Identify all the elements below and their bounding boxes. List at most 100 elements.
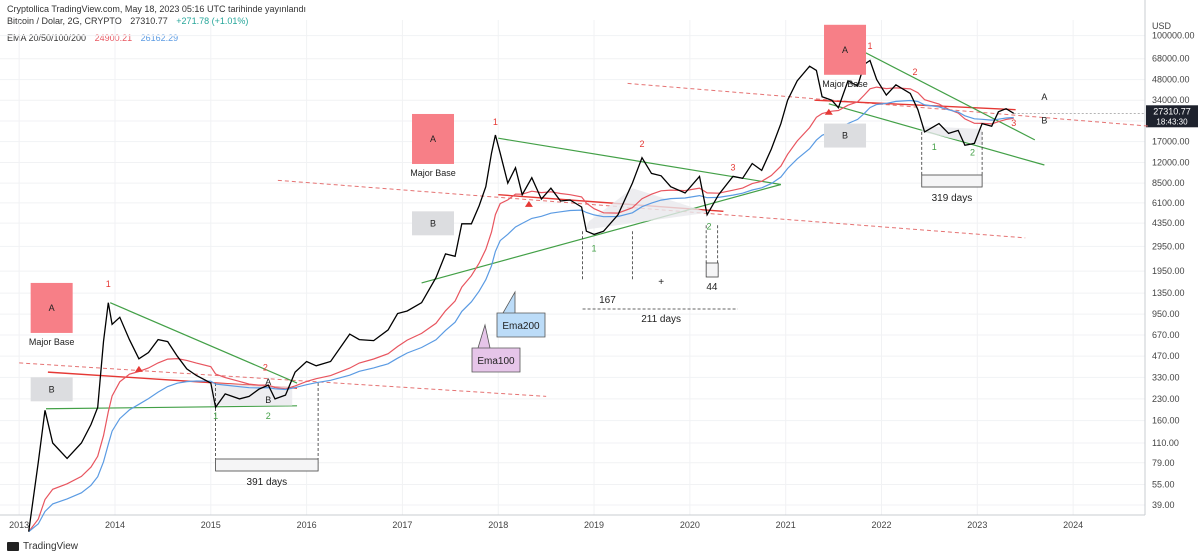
x-tick-label: 2016: [297, 520, 317, 530]
box-a: [412, 113, 455, 164]
right-label: B: [1041, 116, 1047, 126]
box-b: [30, 377, 73, 402]
bracket-391-box: [215, 458, 319, 472]
bottom-label: 2: [970, 147, 975, 157]
red-triangle-icon: [824, 108, 833, 115]
y-tick-label: 6100.00: [1152, 198, 1185, 208]
box-b: [824, 123, 867, 148]
plus-marker: +: [658, 277, 664, 288]
box-a-label: A: [430, 134, 436, 144]
dashed-trend-3: [627, 82, 1150, 127]
bracket-44-label: 44: [706, 282, 718, 293]
top-label: 1: [493, 117, 498, 127]
major-base-label: Major Base: [410, 168, 456, 178]
box-b-label: B: [430, 218, 436, 228]
y-tick-label: 1350.00: [1152, 288, 1185, 298]
x-tick-label: 2024: [1063, 520, 1083, 530]
ema100-callout-label: Ema100: [477, 356, 515, 367]
x-tick-label: 2021: [776, 520, 796, 530]
y-tick-label: 110.00: [1152, 438, 1179, 448]
bracket-167-label: 167: [599, 295, 616, 306]
x-tick-label: 2013: [9, 520, 29, 530]
price-change: +271.78 (+1.01%): [176, 16, 249, 26]
bracket-319-label: 319 days: [932, 193, 973, 204]
box-a: [30, 282, 73, 333]
tradingview-logo-icon: [7, 542, 19, 551]
x-tick-label: 2023: [967, 520, 987, 530]
drawings: [19, 38, 1150, 459]
bottom-label: 1: [213, 411, 218, 421]
y-tick-label: 470.00: [1152, 351, 1180, 361]
grid: [0, 20, 1145, 515]
ema100-value: 24900.21: [94, 33, 133, 43]
y-tick-label: 79.00: [1152, 458, 1175, 468]
ema200-value: 26162.29: [140, 33, 179, 43]
x-tick-label: 2018: [488, 520, 508, 530]
x-tick-label: 2019: [584, 520, 604, 530]
right-label: A: [1041, 92, 1047, 102]
publisher-line: Cryptollica TradingView.com, May 18, 202…: [7, 4, 306, 14]
y-tick-label: 670.00: [1152, 330, 1180, 340]
y-tick-label: 100000.00: [1152, 31, 1195, 41]
x-tick-label: 2015: [201, 520, 221, 530]
y-tick-label: 950.00: [1152, 309, 1180, 319]
top-label: 3: [1011, 118, 1016, 128]
brand-name: TradingView: [23, 541, 79, 552]
x-tick-label: 2020: [680, 520, 700, 530]
x-tick-label: 2017: [392, 520, 412, 530]
current-time-label: 18:43:30: [1156, 117, 1188, 126]
symbol-name: Bitcoin / Dolar, 2G, CRYPTO: [7, 16, 122, 26]
y-tick-label: 8500.00: [1152, 178, 1185, 188]
current-price-badge: [1146, 105, 1198, 128]
tradingview-watermark: TradingView: [7, 541, 78, 552]
box-b-label: B: [842, 131, 848, 141]
top-label: 2: [263, 362, 268, 372]
bottom-label: 1: [932, 142, 937, 152]
bracket-391-label: 391 days: [247, 477, 288, 488]
y-tick-label: 12000.00: [1152, 157, 1190, 167]
triangle-3-upper: [838, 38, 1036, 141]
red-triangle-icon: [524, 200, 533, 207]
top-label: 1: [868, 41, 873, 51]
bottom-label: 2: [266, 411, 271, 421]
y-tick-label: 48000.00: [1152, 75, 1190, 85]
shaded-region-2: [584, 188, 709, 230]
right-label: A: [265, 377, 271, 387]
shaded-region-3: [921, 126, 983, 146]
bracket-44-box: [705, 262, 719, 278]
price-axis-panel: [1145, 0, 1200, 556]
ema-line: EMA 20/50/100/200 24900.21 26162.29: [7, 33, 178, 43]
x-tick-label: 2014: [105, 520, 125, 530]
y-tick-label: 330.00: [1152, 372, 1180, 382]
triangle-1-lower: [45, 405, 298, 410]
ema200-callout-label: Ema200: [502, 321, 540, 332]
top-label: 3: [730, 162, 735, 172]
current-price-label: 27310.77: [1153, 106, 1191, 116]
ema-label: EMA 20/50/100/200: [7, 33, 87, 43]
box-a-label: A: [842, 45, 848, 55]
y-tick-label: 17000.00: [1152, 137, 1190, 147]
x-tick-label: 2022: [871, 520, 891, 530]
bottom-label: 1: [592, 244, 597, 254]
last-price: 27310.77: [130, 16, 168, 26]
y-tick-label: 55.00: [1152, 479, 1175, 489]
ema100-line: [28, 86, 1014, 532]
y-tick-label: 160.00: [1152, 416, 1180, 426]
bracket-211-label: 211 days: [641, 314, 681, 325]
y-tick-label: 39.00: [1152, 500, 1175, 510]
ema100-callout-bubble: [471, 323, 521, 373]
y-tick-label: 2950.00: [1152, 241, 1185, 251]
ema200-callout-bubble: [496, 290, 546, 338]
symbol-line: Bitcoin / Dolar, 2G, CRYPTO 27310.77 +27…: [7, 16, 248, 26]
top-label: 2: [639, 139, 644, 149]
y-tick-label: 1950.00: [1152, 266, 1185, 276]
major-base-label: Major Base: [822, 79, 868, 89]
top-label: 2: [913, 67, 918, 77]
currency-label: USD: [1152, 21, 1172, 31]
right-label: B: [265, 395, 271, 405]
box-a: [824, 24, 867, 75]
box-b: [412, 211, 455, 236]
ema200-line: [28, 99, 1014, 533]
